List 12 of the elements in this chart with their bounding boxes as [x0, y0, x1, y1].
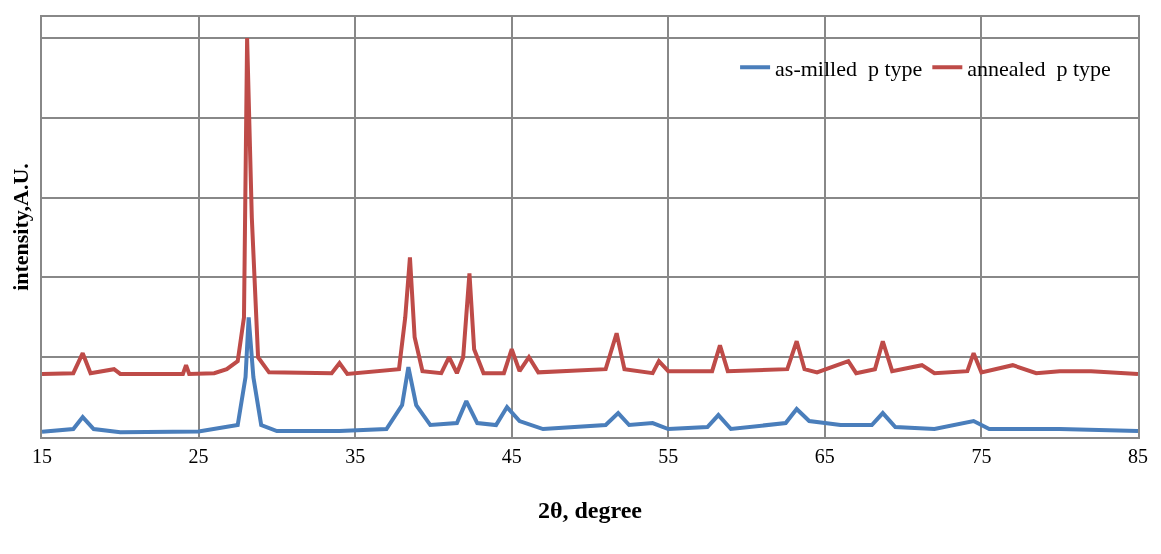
legend-label: as-milled p type [775, 55, 923, 81]
x-tick-label: 65 [814, 445, 835, 467]
y-axis-title: intensity,A.U. [8, 163, 34, 291]
x-tick-label: 75 [971, 445, 992, 467]
x-axis-title: 2θ, degree [537, 496, 643, 523]
x-tick-label: 15 [32, 445, 52, 467]
legend-label: annealed p type [967, 55, 1111, 81]
x-tick-label: 25 [188, 445, 209, 467]
x-tick-label: 35 [345, 445, 366, 467]
x-tick-label: 45 [501, 445, 522, 467]
x-tick-label: 55 [658, 445, 679, 467]
x-tick-label: 85 [1128, 445, 1148, 467]
